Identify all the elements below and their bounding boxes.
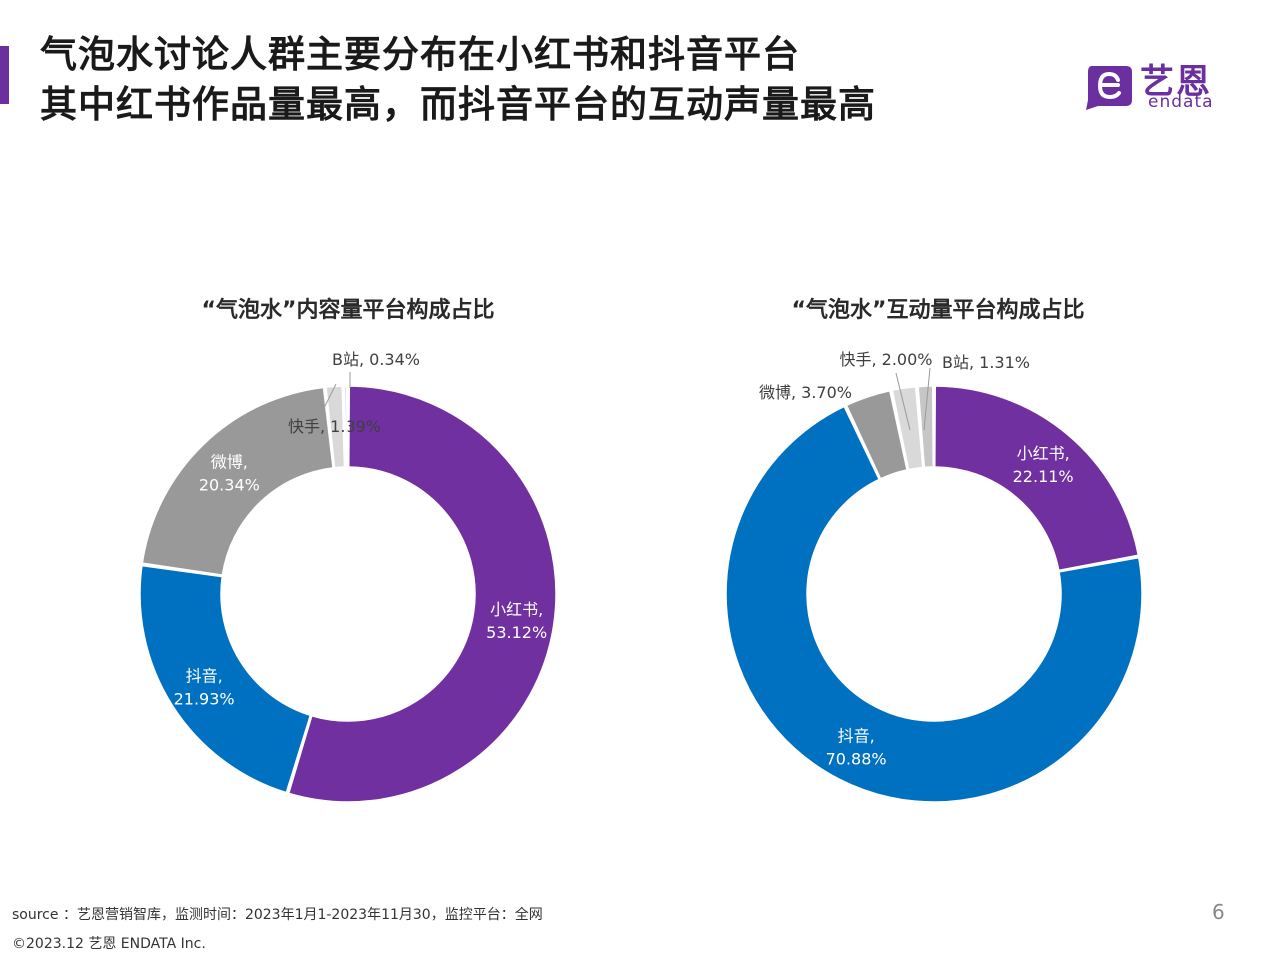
accent-bar	[0, 46, 9, 104]
chart-title-interaction: “气泡水”互动量平台构成占比	[791, 298, 1085, 323]
donut-slice-2	[725, 405, 1143, 803]
title-line-1: 气泡水讨论人群主要分布在小红书和抖音平台	[40, 33, 800, 76]
donut-slice-1	[934, 385, 1140, 572]
leader-line	[923, 367, 931, 431]
slice-label-value: 70.88%	[826, 750, 887, 769]
logo-text-en: endata	[1148, 92, 1214, 112]
donut-slice-3	[845, 389, 908, 480]
slice-label: 快手, 2.00%	[839, 350, 932, 369]
slice-label-name: 小红书,	[1017, 444, 1070, 463]
donut-slice-4	[325, 385, 346, 469]
donut-slice-3	[141, 386, 334, 576]
chart-title-content: “气泡水”内容量平台构成占比	[201, 298, 495, 323]
slice-label: B站, 1.31%	[942, 353, 1030, 372]
logo-text-cn: 艺恩	[1140, 62, 1212, 102]
endata-logo-icon	[1086, 66, 1132, 110]
leader-line	[895, 372, 911, 431]
slice-label: 微博, 3.70%	[759, 383, 852, 402]
slice-label-value: 53.12%	[486, 623, 547, 642]
slice-label-name: 小红书,	[490, 600, 543, 619]
donut-chart-content: 小红书, 53.12% 抖音, 21.93% 微博, 20.34% 快手, 1.39% B站,…	[139, 350, 557, 803]
donut-slice-5	[917, 385, 934, 469]
slice-label-value: 21.93%	[174, 689, 235, 708]
donut-chart-interaction: 小红书, 22.11% 抖音, 70.88% 微博, 3.70% 快手, 2.00% B站,…	[725, 350, 1143, 803]
slice-label-name: 抖音,	[838, 727, 875, 746]
slice-label: 快手, 1.39%	[288, 417, 381, 436]
page-title: 气泡水讨论人群主要分布在小红书和抖音平台 其中红书作品量最高，而抖音平台的互动声…	[40, 30, 876, 130]
slice-label: B站, 0.34%	[332, 350, 420, 369]
donut-slice-2	[139, 564, 312, 794]
slice-label-name: 微博,	[211, 453, 248, 472]
title-line-2: 其中红书作品量最高，而抖音平台的互动声量最高	[40, 83, 876, 126]
page-number: 6	[1212, 900, 1225, 924]
slice-label-name: 抖音,	[186, 666, 223, 685]
source-note: source ：艺恩营销智库，监测时间：2023年1月1-2023年11月30，…	[12, 907, 543, 923]
donut-slice-1	[287, 385, 557, 803]
slice-label-value: 20.34%	[199, 476, 260, 495]
copyright-note: ©2023.12 艺恩 ENDATA Inc.	[12, 936, 206, 952]
leader-line	[317, 383, 337, 421]
donut-slice-5	[343, 385, 348, 468]
slice-label-value: 22.11%	[1013, 467, 1074, 486]
endata-logo: 艺恩 endata	[1082, 52, 1232, 116]
